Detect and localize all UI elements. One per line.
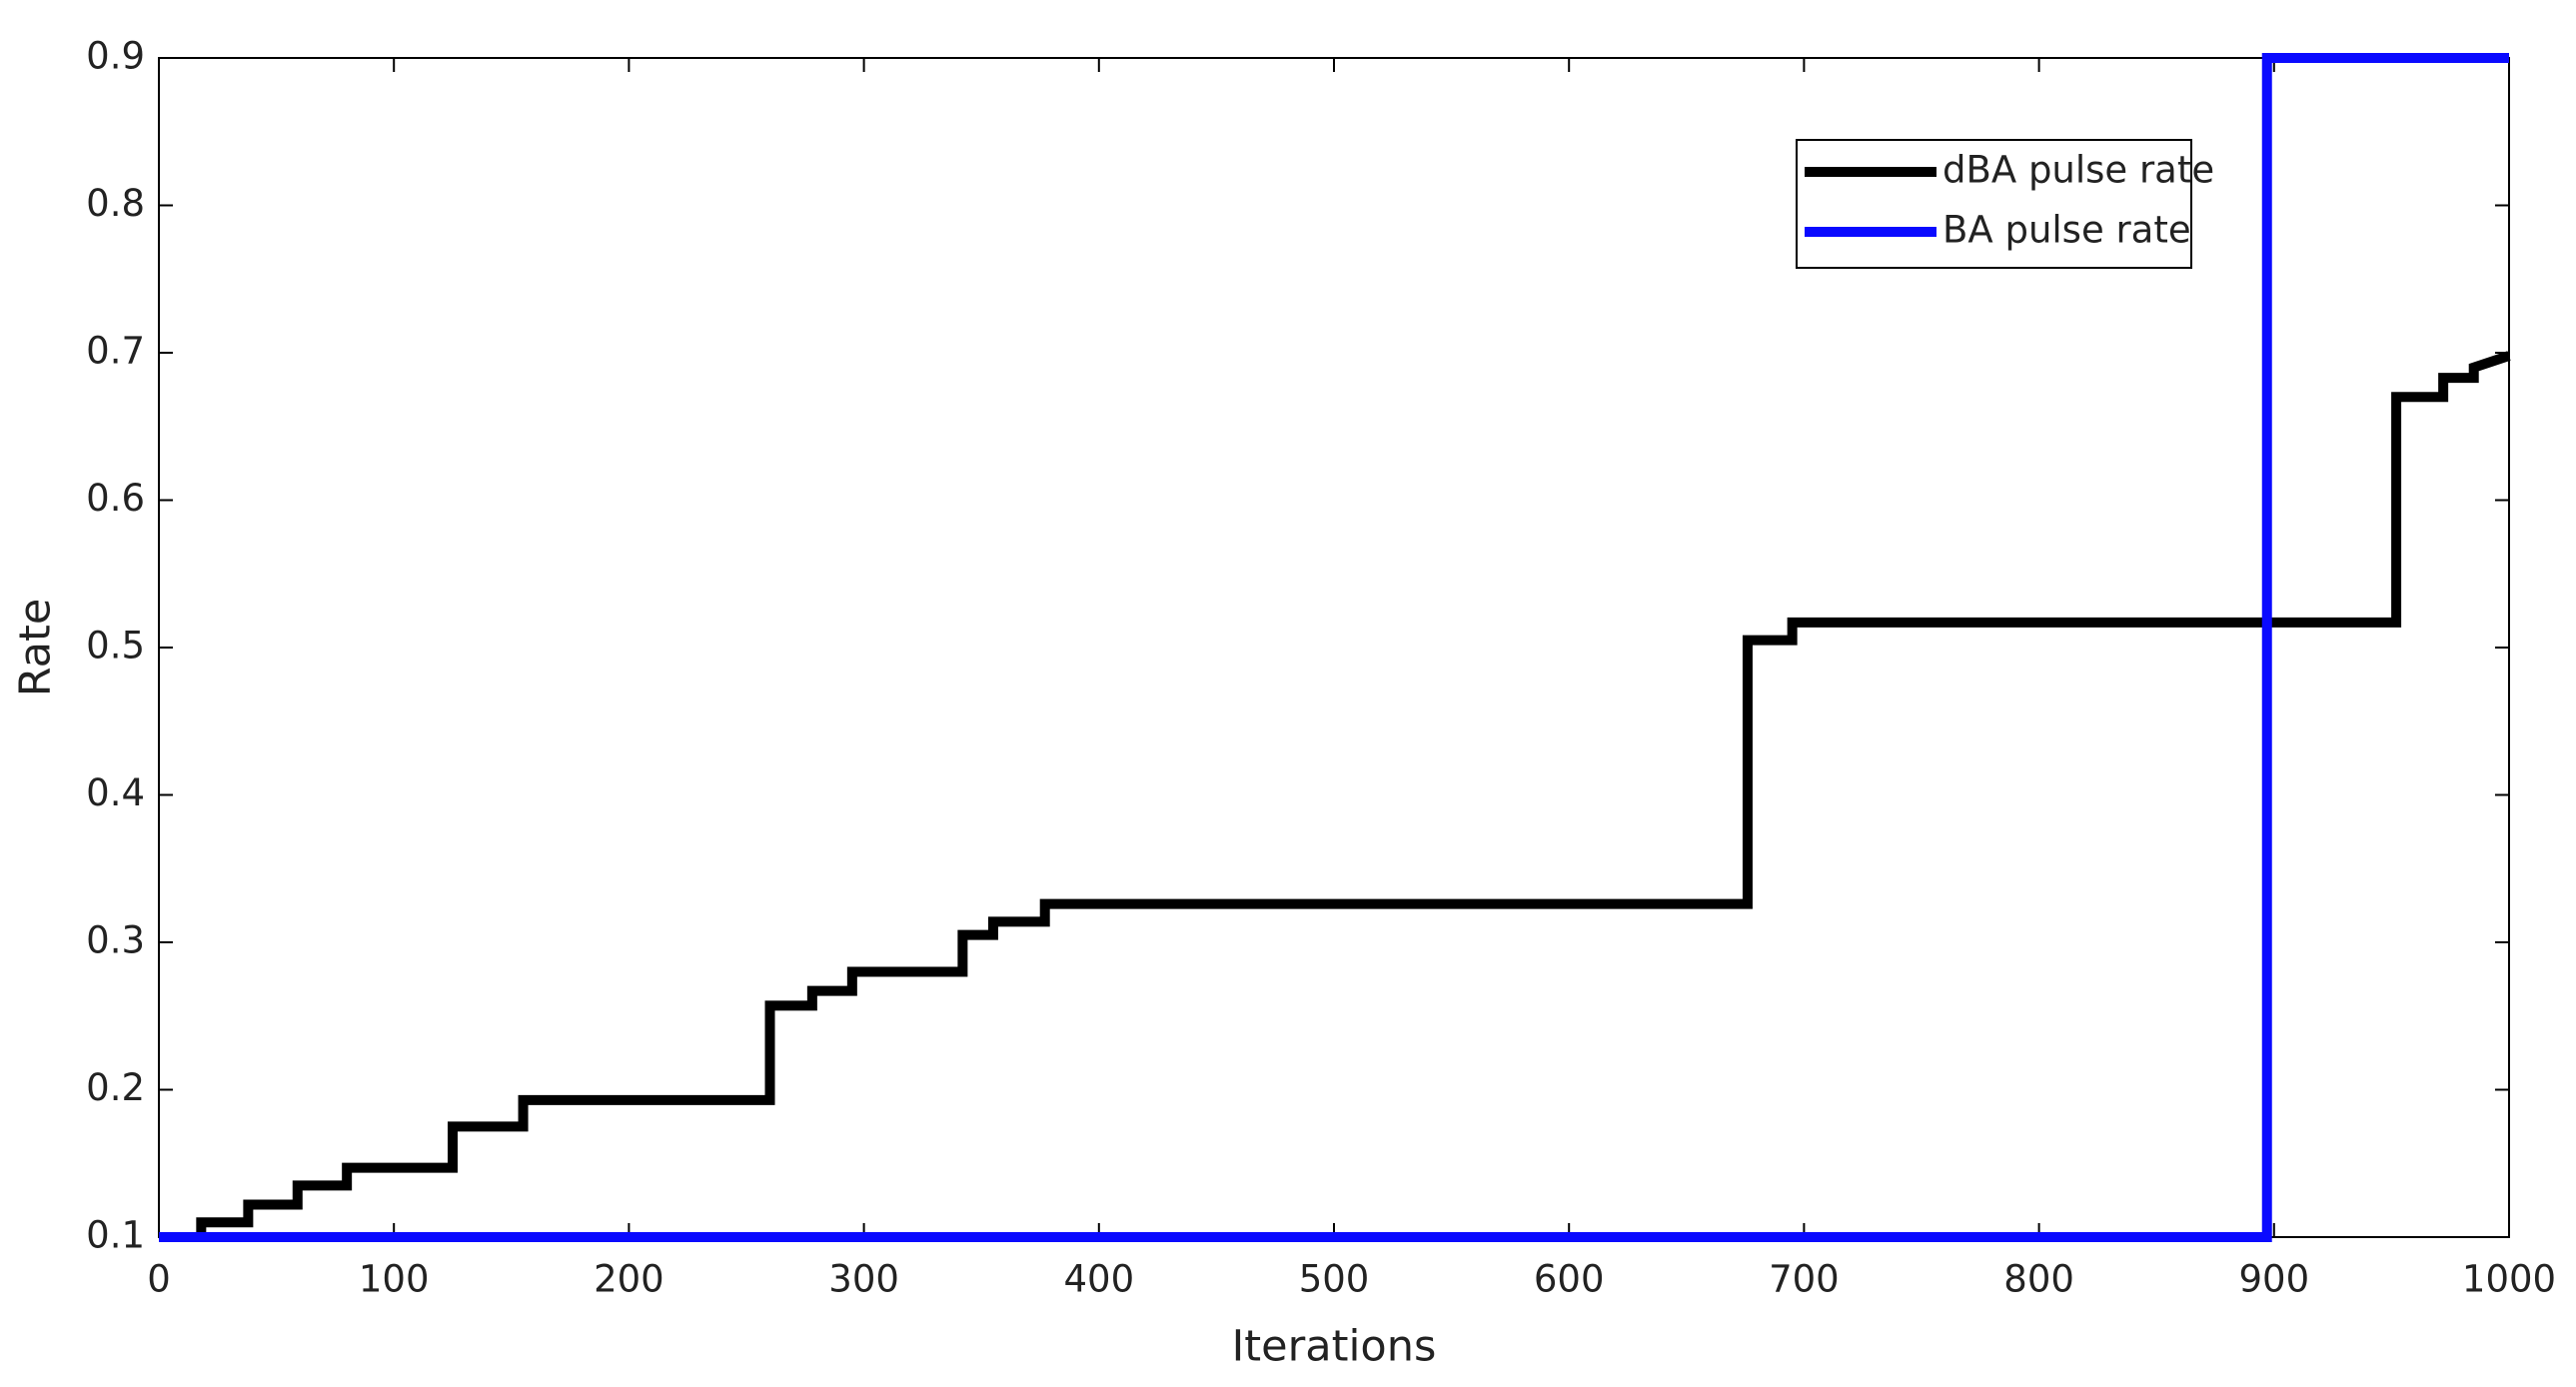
- y-tick-label: 0.5: [86, 625, 145, 668]
- y-axis-label: Rate: [11, 599, 61, 697]
- series-line: [159, 351, 2511, 1242]
- x-axis-label: Iterations: [1232, 1322, 1437, 1372]
- legend-box: [1796, 139, 2192, 269]
- x-tick-label: 400: [1063, 1258, 1134, 1301]
- legend-label: BA pulse rate: [1942, 209, 2191, 252]
- x-tick-label: 300: [828, 1258, 899, 1301]
- series-line: [159, 53, 2509, 1242]
- x-tick-label: 800: [2003, 1258, 2074, 1301]
- x-tick-label: 200: [594, 1258, 664, 1301]
- y-tick-label: 0.8: [86, 182, 145, 225]
- y-tick-label: 0.6: [86, 477, 145, 520]
- y-tick-label: 0.9: [86, 35, 145, 78]
- legend-label: dBA pulse rate: [1942, 149, 2214, 192]
- x-tick-label: 100: [359, 1258, 430, 1301]
- x-tick-label: 700: [1769, 1258, 1840, 1301]
- y-tick-label: 0.1: [86, 1214, 145, 1257]
- x-tick-label: 0: [147, 1258, 171, 1301]
- y-tick-label: 0.2: [86, 1066, 145, 1109]
- x-tick-label: 600: [1534, 1258, 1605, 1301]
- y-tick-label: 0.4: [86, 771, 145, 814]
- y-tick-label: 0.7: [86, 330, 145, 373]
- x-tick-label: 1000: [2462, 1258, 2556, 1301]
- x-tick-label: 500: [1299, 1258, 1370, 1301]
- x-tick-label: 900: [2238, 1258, 2309, 1301]
- y-tick-label: 0.3: [86, 919, 145, 962]
